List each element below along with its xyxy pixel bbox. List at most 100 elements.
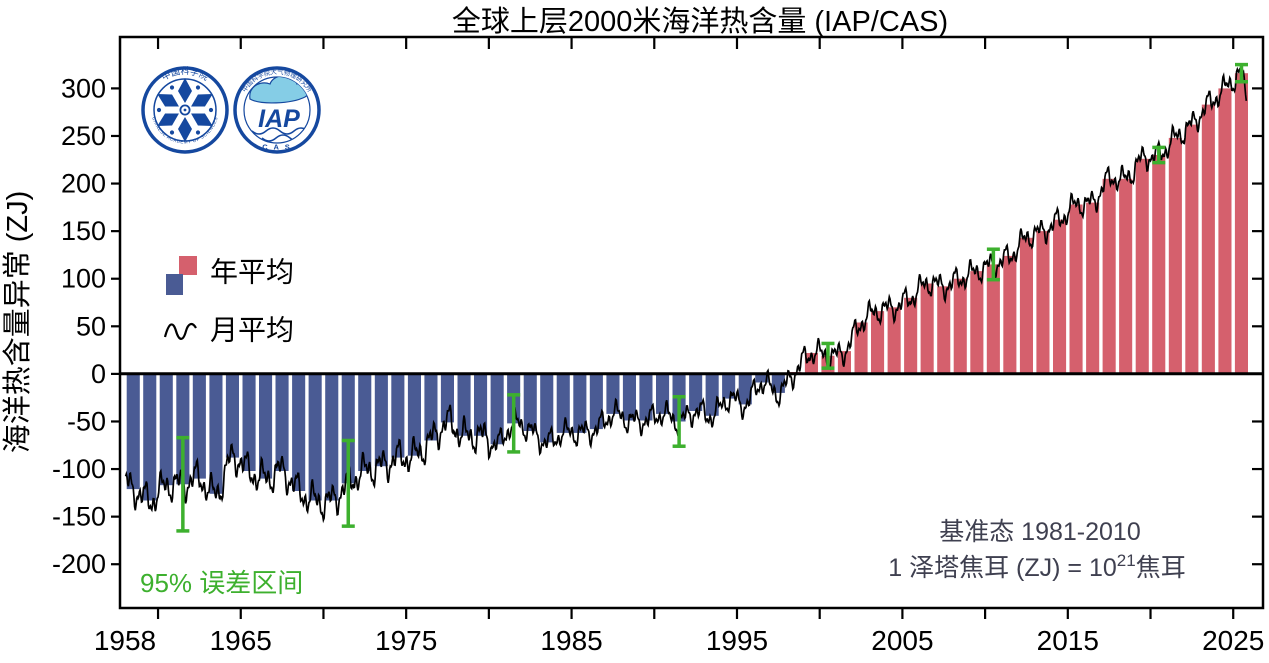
annual-bar-1980: [490, 373, 504, 445]
annual-bar-1983: [540, 373, 554, 443]
annual-bar-2012: [1019, 237, 1033, 374]
y-tick-label--100: -100: [52, 454, 106, 484]
x-tick-label-1985: 1985: [540, 625, 602, 656]
x-tick-label-1975: 1975: [375, 625, 437, 656]
y-tick-label-0: 0: [91, 359, 106, 389]
legend-annual-label: 年平均: [210, 257, 294, 288]
legend: 年平均 月平均: [163, 256, 294, 346]
x-tick-label-2005: 2005: [871, 625, 933, 656]
annual-bar-1975: [407, 373, 421, 456]
cas-logo-top-text: 中国科学院: [159, 65, 210, 82]
y-tick-label--200: -200: [52, 549, 106, 579]
error-bars-95pct: [176, 62, 1248, 533]
annual-bar-2006: [920, 283, 934, 374]
iap-logo-acronym: IAP: [258, 105, 300, 133]
error-interval-caption: 95% 误差区间: [140, 568, 303, 598]
annual-bar-2021: [1168, 137, 1182, 374]
x-tick-label-2015: 2015: [1037, 625, 1099, 656]
annual-bar-1988: [622, 373, 636, 421]
annual-bars: [126, 73, 1248, 501]
x-tick-label-1965: 1965: [210, 625, 272, 656]
annual-bar-1960: [159, 373, 173, 486]
annual-bar-2023: [1201, 104, 1215, 374]
legend-annual-negative-swatch: [166, 274, 183, 295]
error-bar-1991: [672, 394, 686, 448]
legend-annual-positive-swatch: [179, 256, 197, 275]
y-tick-label-200: 200: [61, 169, 106, 199]
annual-bar-2009: [970, 271, 984, 374]
annual-bar-1964: [225, 373, 239, 458]
annual-bar-1959: [143, 373, 157, 501]
annual-bar-2018: [1119, 178, 1133, 374]
axis-tick-labels: -200 -150 -100 -50 0 50 100 150 200 250 300 1958 196…: [52, 73, 1264, 656]
annual-bar-2007: [937, 286, 951, 374]
iap-logo-cloud: [249, 77, 310, 104]
annual-bar-1972: [358, 373, 372, 471]
x-tick-label-1958: 1958: [94, 625, 156, 656]
annual-bar-2013: [1036, 231, 1050, 374]
annual-bar-1996: [755, 373, 769, 383]
annual-bar-1961: [176, 373, 190, 485]
annual-bar-1995: [738, 373, 752, 405]
y-tick-label-150: 150: [61, 216, 106, 246]
annual-bar-2011: [1003, 255, 1017, 374]
annual-bar-1958: [126, 373, 140, 490]
annual-bar-1974: [391, 373, 405, 458]
annual-bar-1970: [325, 373, 339, 501]
annual-bar-1965: [242, 373, 256, 471]
y-tick-label-300: 300: [61, 73, 106, 103]
error-bar-1971: [341, 438, 355, 528]
iap-logo-wave-1: [251, 127, 309, 135]
annual-bar-2016: [1086, 202, 1100, 374]
error-bar-2025: [1234, 62, 1248, 84]
axis-ticks: [111, 37, 1263, 619]
annual-bar-2008: [953, 278, 967, 374]
annual-bar-1985: [573, 373, 587, 433]
annual-bar-2019: [1135, 158, 1149, 374]
x-tick-label-1995: 1995: [706, 625, 768, 656]
iap-logo: 中国科学院大气物理研究所 IAP C A S: [233, 66, 321, 154]
legend-monthly-line-icon: [163, 322, 197, 340]
annual-bar-1969: [308, 373, 322, 501]
chart-title: 全球上层2000米海洋热含量 (IAP/CAS): [452, 5, 948, 38]
error-bar-1961: [176, 435, 190, 533]
iap-logo-cas-text: C A S: [262, 143, 291, 152]
y-tick-label-50: 50: [76, 311, 106, 341]
y-axis-label: 海洋热含量异常 (ZJ): [1, 191, 34, 454]
monthly-mean-line: [124, 66, 1248, 524]
error-bar-1981: [507, 393, 521, 454]
y-tick-label-100: 100: [61, 264, 106, 294]
annual-bar-1966: [259, 373, 273, 479]
annual-bar-2024: [1218, 88, 1232, 374]
plot-frame: [118, 35, 1265, 610]
annual-bar-1979: [474, 373, 488, 436]
annual-bar-2004: [887, 307, 901, 374]
cas-logo: 中国科学院 CHINESE ACADEMY OF SCIENCES: [141, 65, 229, 154]
y-tick-label--150: -150: [52, 502, 106, 532]
annual-bar-2010: [986, 264, 1000, 374]
annual-bar-2025: [1234, 73, 1248, 374]
y-tick-label--50: -50: [67, 406, 106, 436]
error-bar-2000: [821, 341, 835, 370]
annual-bar-1971: [341, 373, 355, 484]
annual-bar-2020: [1152, 155, 1166, 374]
annual-bar-1978: [457, 373, 471, 436]
error-bar-2020: [1152, 145, 1166, 165]
cas-logo-plum-blossom: [156, 78, 214, 142]
annual-bar-1986: [589, 373, 603, 430]
annual-bar-1992: [689, 373, 703, 411]
annual-bar-2014: [1053, 219, 1067, 374]
legend-monthly-label: 月平均: [210, 315, 294, 346]
error-bar-2010: [986, 247, 1000, 282]
annual-bar-1984: [556, 373, 570, 433]
annual-bar-1989: [639, 373, 653, 421]
annual-bar-1963: [209, 373, 223, 494]
annual-bar-2005: [904, 297, 918, 374]
annual-bar-2015: [1069, 204, 1083, 374]
annual-bar-1967: [275, 373, 289, 471]
y-tick-label-250: 250: [61, 121, 106, 151]
x-tick-label-2025: 2025: [1202, 625, 1264, 656]
unit-note: 1 泽塔焦耳 (ZJ) = 1021焦耳: [888, 551, 1185, 582]
